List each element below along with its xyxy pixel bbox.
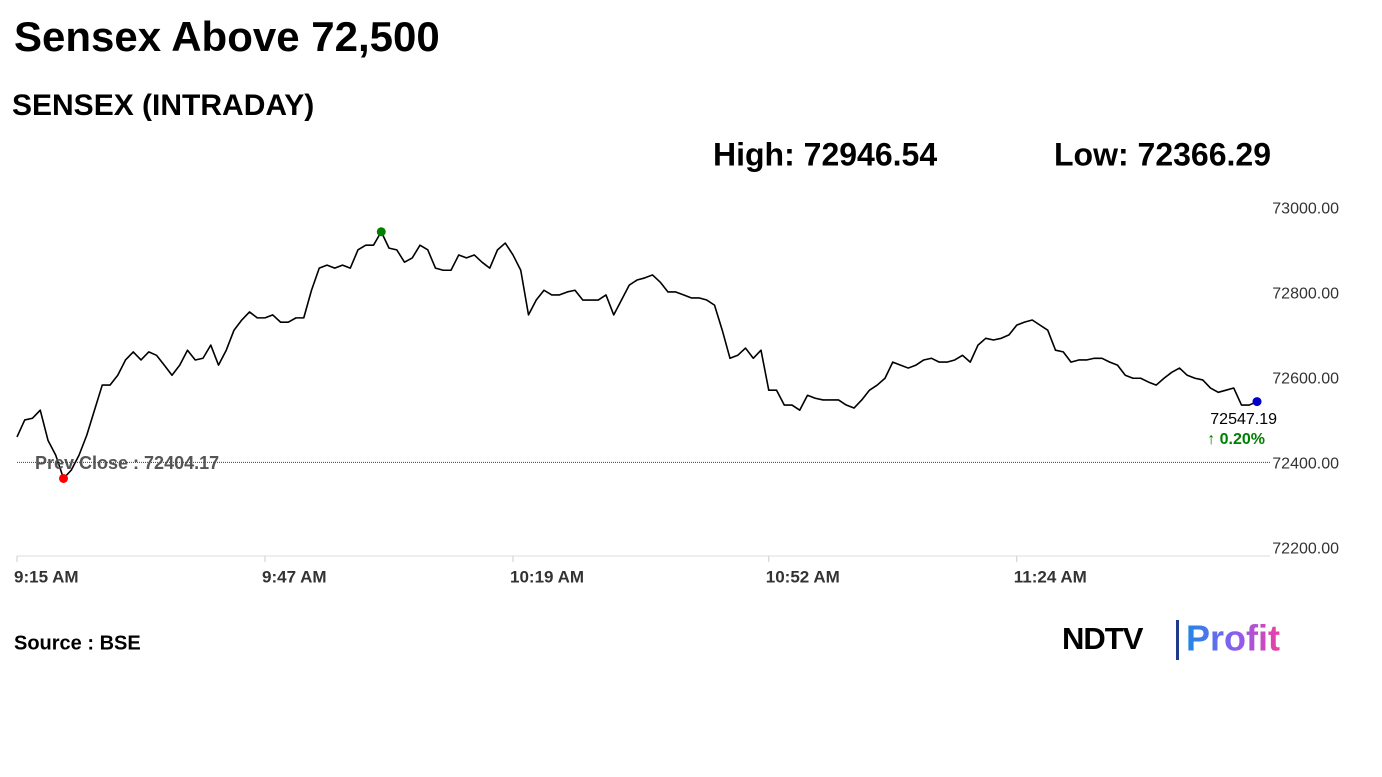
chart-title: Sensex Above 72,500 <box>14 13 440 60</box>
y-tick-label: 72200.00 <box>1272 540 1339 557</box>
y-tick-label: 73000.00 <box>1272 200 1339 217</box>
x-tick-label: 10:19 AM <box>510 567 584 586</box>
last-marker <box>1252 397 1262 407</box>
y-tick-label: 72600.00 <box>1272 370 1339 387</box>
logo-ndtv: NDTV <box>1062 621 1144 656</box>
price-line <box>16 230 1258 480</box>
low-marker <box>59 473 68 483</box>
prev-close-label: Prev Close : 72404.17 <box>35 453 219 473</box>
x-tick-label: 9:47 AM <box>262 567 327 586</box>
high-label: High: 72946.54 <box>713 136 937 172</box>
y-tick-label: 72800.00 <box>1272 285 1339 302</box>
change-label: ↑ 0.20% <box>1207 431 1265 448</box>
last-value-label: 72547.19 <box>1210 411 1277 428</box>
x-tick-label: 10:52 AM <box>766 567 840 586</box>
logo-divider <box>1176 620 1179 660</box>
logo-profit: Profit <box>1186 618 1280 659</box>
high-marker <box>376 227 386 237</box>
x-tick-label: 9:15 AM <box>14 567 79 586</box>
source: Source : BSE <box>14 632 141 654</box>
low-label: Low: 72366.29 <box>1054 136 1271 172</box>
x-tick-label: 11:24 AM <box>1014 567 1087 586</box>
chart-subtitle: SENSEX (INTRADAY) <box>12 89 314 122</box>
y-tick-label: 72400.00 <box>1272 455 1339 472</box>
